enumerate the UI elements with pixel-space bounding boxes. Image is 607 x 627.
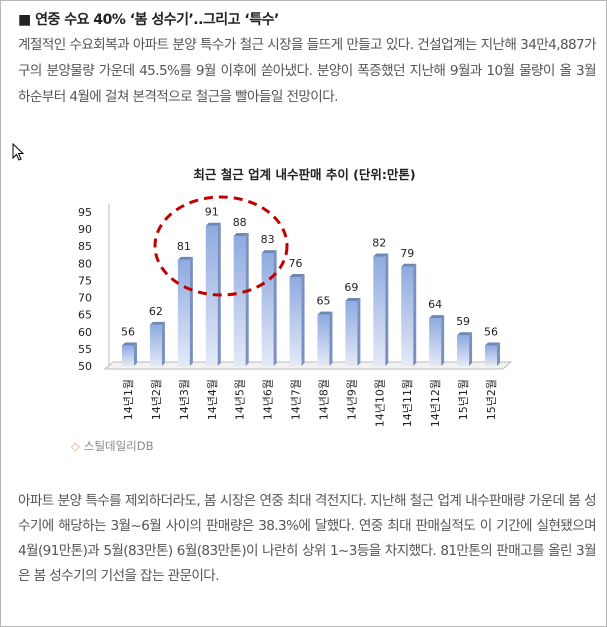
bar-top (457, 332, 473, 336)
article-paragraph-1: 계절적인 수요회복과 아파트 분양 특수가 철근 시장을 들뜨게 만들고 있다.… (18, 37, 597, 105)
bar-side (497, 342, 500, 366)
data-label: 88 (233, 216, 247, 229)
bar (205, 225, 218, 366)
diamond-outline-icon: ◇ (71, 439, 80, 453)
chart-title: 최근 철근 업계 내수판매 추이 (단위:만톤) (193, 167, 416, 182)
x-tick-label: 14년2월 (150, 379, 163, 420)
bar-top (205, 222, 221, 226)
bar-side (134, 342, 137, 366)
y-tick-label: 90 (78, 223, 92, 236)
bar-chart: 50 55 60 65 70 75 80 85 90 95 56 14년1월 62 14년2월 81 14년3… (78, 195, 513, 427)
bar-top (373, 253, 389, 257)
bar (429, 318, 442, 366)
x-tick-label: 15년2월 (485, 379, 498, 420)
chart-floor (103, 361, 513, 370)
bar (373, 256, 386, 366)
x-tick-label: 14년3월 (178, 379, 191, 420)
bar-top (485, 342, 500, 346)
y-tick-label: 55 (78, 343, 92, 356)
bar-top (401, 263, 417, 267)
data-label: 65 (316, 295, 330, 308)
x-tick-label: 14년1월 (122, 379, 135, 420)
bar-top (233, 232, 249, 236)
y-tick-label: 85 (78, 240, 92, 253)
bar-side (469, 332, 473, 366)
data-label: 83 (261, 233, 275, 246)
bar (261, 253, 274, 366)
data-label: 56 (121, 325, 135, 338)
bar (317, 314, 330, 366)
bar (233, 235, 246, 366)
data-label: 56 (484, 325, 498, 338)
bar-top (261, 250, 277, 254)
bar-top (122, 342, 137, 346)
y-tick-label: 80 (78, 257, 92, 270)
highlight-ellipse (153, 195, 289, 297)
bar-side (357, 297, 361, 366)
y-tick-label: 95 (78, 206, 92, 219)
x-tick-label: 14년9월 (345, 379, 358, 420)
data-label: 69 (344, 281, 358, 294)
x-tick-label: 14년10월 (373, 379, 386, 427)
x-tick-label: 15년1월 (457, 379, 470, 420)
bar-side (441, 315, 445, 366)
bar-top (345, 297, 361, 301)
y-tick-label: 50 (78, 360, 92, 373)
bar-top (149, 321, 165, 325)
data-label: 62 (149, 305, 163, 318)
bar (457, 335, 470, 366)
mouse-cursor-icon (12, 143, 25, 161)
x-tick-label: 14년12월 (429, 379, 442, 427)
x-tick-label: 14년5월 (234, 379, 247, 420)
bar-side (189, 256, 193, 366)
source-label: ◇ 스틸데일리DB (71, 438, 154, 454)
bar (345, 300, 358, 366)
data-label: 59 (456, 315, 470, 328)
bar-side (301, 274, 305, 366)
bar-side (273, 250, 277, 366)
bar (177, 259, 190, 366)
y-tick-label: 70 (78, 292, 92, 305)
bar-top (289, 274, 305, 278)
y-tick-label: 60 (78, 326, 92, 339)
data-label: 64 (428, 298, 442, 311)
bar-top (317, 311, 333, 315)
x-tick-label: 14년11월 (401, 379, 414, 427)
bar-top (429, 315, 445, 319)
y-tick-label: 75 (78, 274, 92, 287)
bar (485, 345, 497, 366)
y-tick-label: 65 (78, 309, 92, 322)
data-label: 91 (205, 206, 219, 219)
bar-side (385, 253, 389, 366)
bar-side (245, 232, 249, 366)
x-tick-label: 14년8월 (317, 379, 330, 420)
bar (149, 324, 162, 366)
data-label: 81 (177, 240, 191, 253)
bar-top (177, 256, 193, 260)
source-text: 스틸데일리DB (83, 439, 154, 453)
x-tick-label: 14년7월 (290, 379, 303, 420)
bar-side (161, 321, 165, 366)
data-label: 82 (372, 236, 386, 249)
article-heading: ■ 연중 수요 40% ‘봄 성수기’..그리고 ‘특수’ (18, 12, 279, 28)
bar-side (329, 311, 333, 366)
article-paragraph-2: 아파트 분양 특수를 제외하더라도, 봄 시장은 연중 최대 격전지다. 지난해… (18, 493, 597, 584)
bar-side (413, 263, 417, 366)
x-tick-label: 14년6월 (262, 379, 275, 420)
bar (401, 266, 414, 366)
data-label: 79 (400, 247, 414, 260)
x-tick-label: 14년4월 (206, 379, 219, 420)
bar (122, 345, 134, 366)
bar (289, 277, 302, 366)
data-label: 76 (289, 257, 303, 270)
